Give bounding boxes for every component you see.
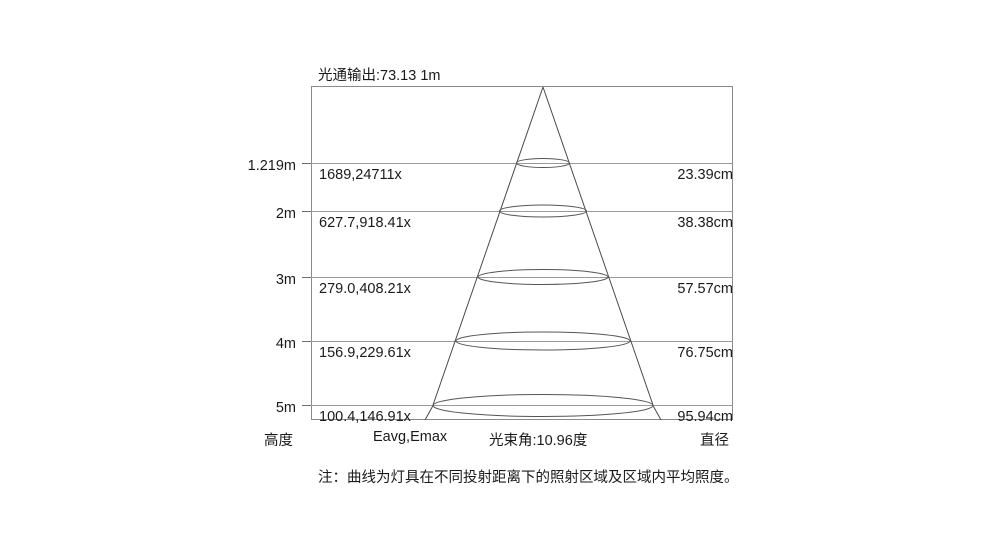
- gridline-1: [311, 163, 733, 164]
- height-label-5: 5m: [275, 400, 296, 416]
- diameter-label-2: 38.38cm: [677, 215, 733, 231]
- tick-5: [302, 405, 311, 406]
- tick-2: [302, 211, 311, 212]
- lumen-output-label: 光通输出:73.13 1m: [318, 68, 441, 84]
- illuminance-label-4: 156.9,229.61x: [319, 345, 411, 361]
- diameter-label-3: 57.57cm: [677, 281, 733, 297]
- illuminance-label-2: 627.7,918.41x: [319, 215, 411, 231]
- illuminance-label-3: 279.0,408.21x: [319, 281, 411, 297]
- height-label-1: 1.219m: [247, 158, 296, 174]
- axis-caption-diameter: 直径: [700, 433, 729, 449]
- axis-caption-eavg-emax: Eavg,Emax: [373, 429, 448, 445]
- axis-caption-height: 高度: [264, 433, 293, 449]
- gridline-4: [311, 341, 733, 342]
- diameter-label-1: 23.39cm: [677, 167, 733, 183]
- axis-caption-beam-angle: 光束角:10.96度: [489, 433, 588, 449]
- height-label-4: 4m: [275, 336, 296, 352]
- tick-4: [302, 341, 311, 342]
- illuminance-label-5: 100.4,146.91x: [319, 409, 411, 425]
- footer-note: 注：曲线为灯具在不同投射距离下的照射区域及区域内平均照度。: [318, 470, 739, 486]
- gridline-2: [311, 211, 733, 212]
- height-label-3: 3m: [275, 272, 296, 288]
- diameter-label-4: 76.75cm: [677, 345, 733, 361]
- gridline-5: [311, 405, 733, 406]
- diameter-label-5: 95.94cm: [677, 409, 733, 425]
- tick-1: [302, 163, 311, 164]
- tick-3: [302, 277, 311, 278]
- height-label-2: 2m: [275, 206, 296, 222]
- illuminance-label-1: 1689,24711x: [319, 167, 402, 183]
- gridline-3: [311, 277, 733, 278]
- plot-frame: [311, 86, 733, 420]
